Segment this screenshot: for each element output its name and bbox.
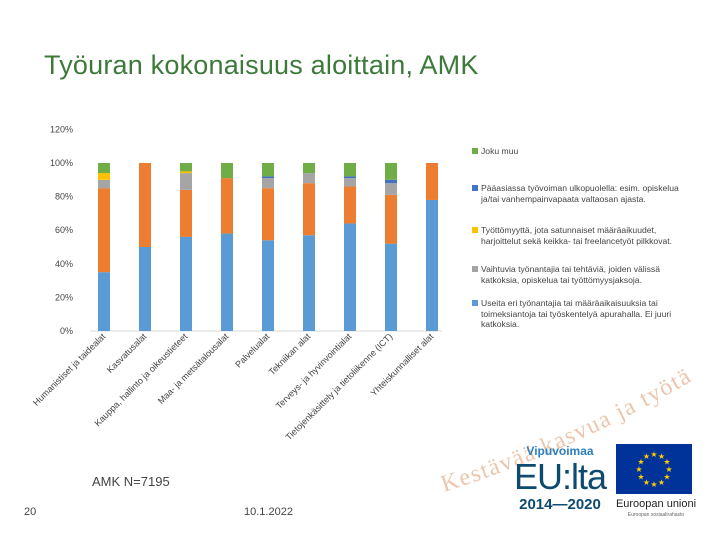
bar-segment (221, 178, 233, 234)
eu-name: Euroopan unioni (615, 498, 697, 510)
x-tick-label: Palvelualat (233, 331, 272, 370)
x-tick-label: Tekniikan alat (267, 331, 313, 377)
legend-label: Joku muu (481, 146, 519, 156)
star-icon: ★ (658, 452, 665, 461)
y-tick-label: 80% (55, 192, 73, 202)
bar-segment (303, 173, 315, 184)
bar-segment (344, 178, 356, 187)
legend-label: Useita eri työnantajia tai määräaikaisuu… (481, 298, 672, 330)
bar-segment (221, 233, 233, 331)
bar-segment (221, 163, 233, 179)
bar-segment (98, 173, 110, 180)
bar-segment (98, 188, 110, 273)
legend-swatch (472, 148, 478, 154)
stacked-bar-chart: 0% 20% 40% 60% 80% 100% 120% Humanistiset ja t… (31, 124, 442, 442)
star-icon: ★ (650, 450, 657, 459)
bar-segment (303, 235, 315, 331)
x-axis-labels: Humanistiset ja taidealatKasvatusalatKau… (31, 331, 436, 442)
legend-swatch (472, 266, 478, 272)
legend-item: Joku muu (472, 146, 694, 157)
bar-segment (139, 247, 151, 331)
bar-segment (303, 163, 315, 174)
legend-swatch (472, 185, 478, 191)
bar-segment (385, 183, 397, 195)
y-axis: 0% 20% 40% 60% 80% 100% 120% (50, 124, 73, 336)
star-icon: ★ (643, 452, 650, 461)
star-icon: ★ (663, 458, 670, 467)
slide-title: Työuran kokonaisuus aloittain, AMK (44, 50, 479, 80)
page-number: 20 (24, 506, 37, 518)
legend-label: Vaihtuvia työnantajia tai tehtäviä, joid… (481, 264, 660, 285)
eu-brand-logo: Vipuvoimaa EU:lta 2014—2020 (510, 444, 610, 513)
legend-item: Työttömyyttä, jota satunnaiset määräaiku… (472, 225, 694, 246)
star-icon: ★ (665, 465, 672, 474)
sample-size-note: AMK N=7195 (92, 474, 170, 489)
bar-segment (262, 163, 274, 177)
bar-segment (180, 163, 192, 172)
bar-segment (180, 171, 192, 174)
bar-segment (344, 163, 356, 177)
bar-segment (385, 194, 397, 244)
x-tick-label: Terveys- ja hyvinvointialat (274, 331, 354, 411)
star-icon: ★ (635, 465, 642, 474)
bar-segment (385, 179, 397, 184)
bar-segment (180, 173, 192, 190)
legend-item: Pääasiassa työvoiman ulkopuolella: esim.… (472, 183, 694, 204)
x-tick-label: Humanistiset ja taidealat (31, 331, 108, 408)
bar-segment (262, 188, 274, 241)
y-tick-label: 120% (50, 124, 73, 134)
bars (98, 163, 438, 331)
x-tick-label: Kasvatusalat (105, 331, 149, 375)
bar-segment (139, 163, 151, 247)
bar-segment (98, 272, 110, 331)
bar-segment (344, 223, 356, 331)
legend-item: Useita eri työnantajia tai määräaikaisuu… (472, 298, 694, 330)
legend-swatch (472, 227, 478, 233)
bar-segment (426, 163, 438, 200)
legend-swatch (472, 300, 478, 306)
y-tick-label: 40% (55, 259, 73, 269)
bar-segment (344, 186, 356, 224)
bar-segment (262, 176, 274, 179)
brand-name: EU:lta (513, 456, 607, 497)
slide-date: 10.1.2022 (244, 506, 293, 518)
star-icon: ★ (658, 478, 665, 487)
star-icon: ★ (663, 473, 670, 482)
bar-segment (98, 179, 110, 189)
bar-segment (303, 183, 315, 236)
star-icon: ★ (643, 478, 650, 487)
legend-label: Työttömyyttä, jota satunnaiset määräaiku… (481, 225, 673, 246)
eu-fund-name: Euroopan sosiaalirahasto (627, 512, 685, 518)
bar-segment (385, 163, 397, 180)
brand-tagline: Vipuvoimaa (526, 444, 594, 458)
bar-segment (262, 240, 274, 331)
star-icon: ★ (650, 480, 657, 489)
eu-flag-icon: ★ ★ ★ ★ ★ ★ ★ ★ ★ ★ ★ ★ (616, 444, 692, 494)
x-tick-label: Maa- ja metsätalousalat (156, 331, 231, 406)
star-icon: ★ (637, 473, 644, 482)
y-tick-label: 60% (55, 225, 73, 235)
bar-segment (180, 189, 192, 237)
bar-segment (180, 236, 192, 331)
star-icon: ★ (637, 458, 644, 467)
bar-segment (344, 176, 356, 179)
y-tick-label: 100% (50, 158, 73, 168)
y-tick-label: 20% (55, 292, 73, 302)
y-tick-label: 0% (60, 326, 73, 336)
brand-years: 2014—2020 (519, 496, 601, 513)
legend-item: Vaihtuvia työnantajia tai tehtäviä, joid… (472, 264, 694, 285)
bar-segment (426, 199, 438, 331)
bar-segment (262, 178, 274, 189)
bar-segment (98, 163, 110, 174)
bar-segment (385, 243, 397, 331)
legend-label: Pääasiassa työvoiman ulkopuolella: esim.… (481, 183, 679, 204)
